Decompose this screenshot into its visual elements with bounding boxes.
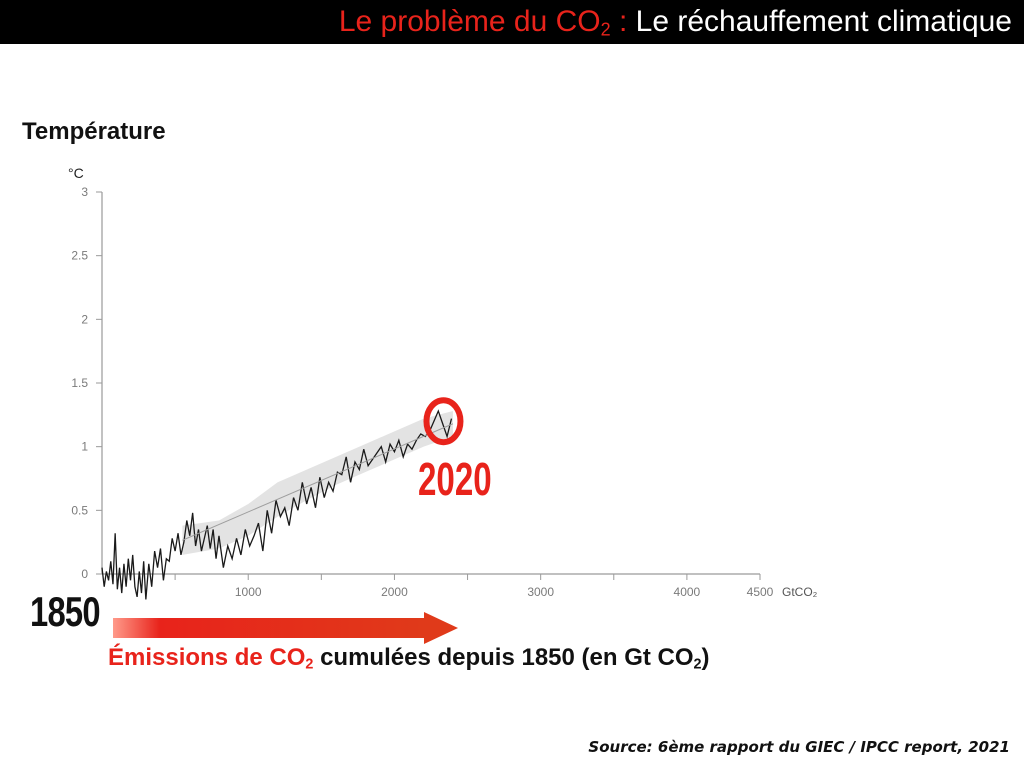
y-tick-label: 1 [81, 440, 88, 454]
start-year-label: 1850 [30, 588, 101, 635]
uncertainty-band [182, 411, 453, 555]
source-citation: Source: 6ème rapport du GIEC / IPCC repo… [588, 738, 1010, 756]
arrow-head [424, 612, 458, 644]
y-tick-label: 1.5 [71, 376, 88, 390]
y-tick-label: 2.5 [71, 249, 88, 263]
highlight-2020-circle [423, 397, 464, 446]
slide-title-red-part: Le problème du CO [338, 5, 601, 38]
axes: 0 0.5 1 1.5 2 2.5 3 1000 2000 3000 4000 4500 GtCO₂ °C [68, 165, 818, 599]
y-tick-label: 2 [81, 312, 88, 326]
temperature-series-line [101, 409, 453, 600]
x-tick-label: 4500 [747, 585, 774, 599]
x-tick-label: 1000 [235, 585, 262, 599]
caption-red-subscript: 2 [305, 656, 314, 673]
caption-black-part: cumulées depuis 1850 (en Gt CO [313, 644, 694, 671]
y-tick-label: 0.5 [71, 503, 88, 517]
y-tick-label: 0 [81, 567, 88, 581]
slide-title-white-part: Le réchauffement climatique [627, 5, 1012, 38]
end-year-label: 2020 [418, 453, 492, 505]
x-tick-label: 2000 [381, 585, 408, 599]
x-axis-label: GtCO₂ [782, 585, 818, 599]
x-tick-label: 4000 [674, 585, 701, 599]
trend-line [182, 423, 454, 541]
emissions-arrow [113, 612, 458, 644]
y-tick-label: 3 [81, 185, 88, 199]
chart-heading: Température [22, 118, 166, 145]
caption-closing-paren: ) [701, 644, 710, 671]
slide-title: Le problème du CO2 : Le réchauffement cl… [339, 2, 1012, 50]
slide-title-colon: : [610, 5, 628, 38]
y-axis-label: °C [68, 165, 84, 181]
arrow-shaft [113, 618, 425, 638]
slide-title-subscript: 2 [600, 19, 611, 40]
caption-black-subscript: 2 [693, 656, 702, 673]
title-bar: Le problème du CO2 : Le réchauffement cl… [0, 0, 1024, 44]
emissions-caption: Émissions de CO2 cumulées depuis 1850 (e… [108, 644, 710, 673]
x-tick-label: 3000 [527, 585, 554, 599]
caption-red-part: Émissions de CO [108, 644, 306, 671]
